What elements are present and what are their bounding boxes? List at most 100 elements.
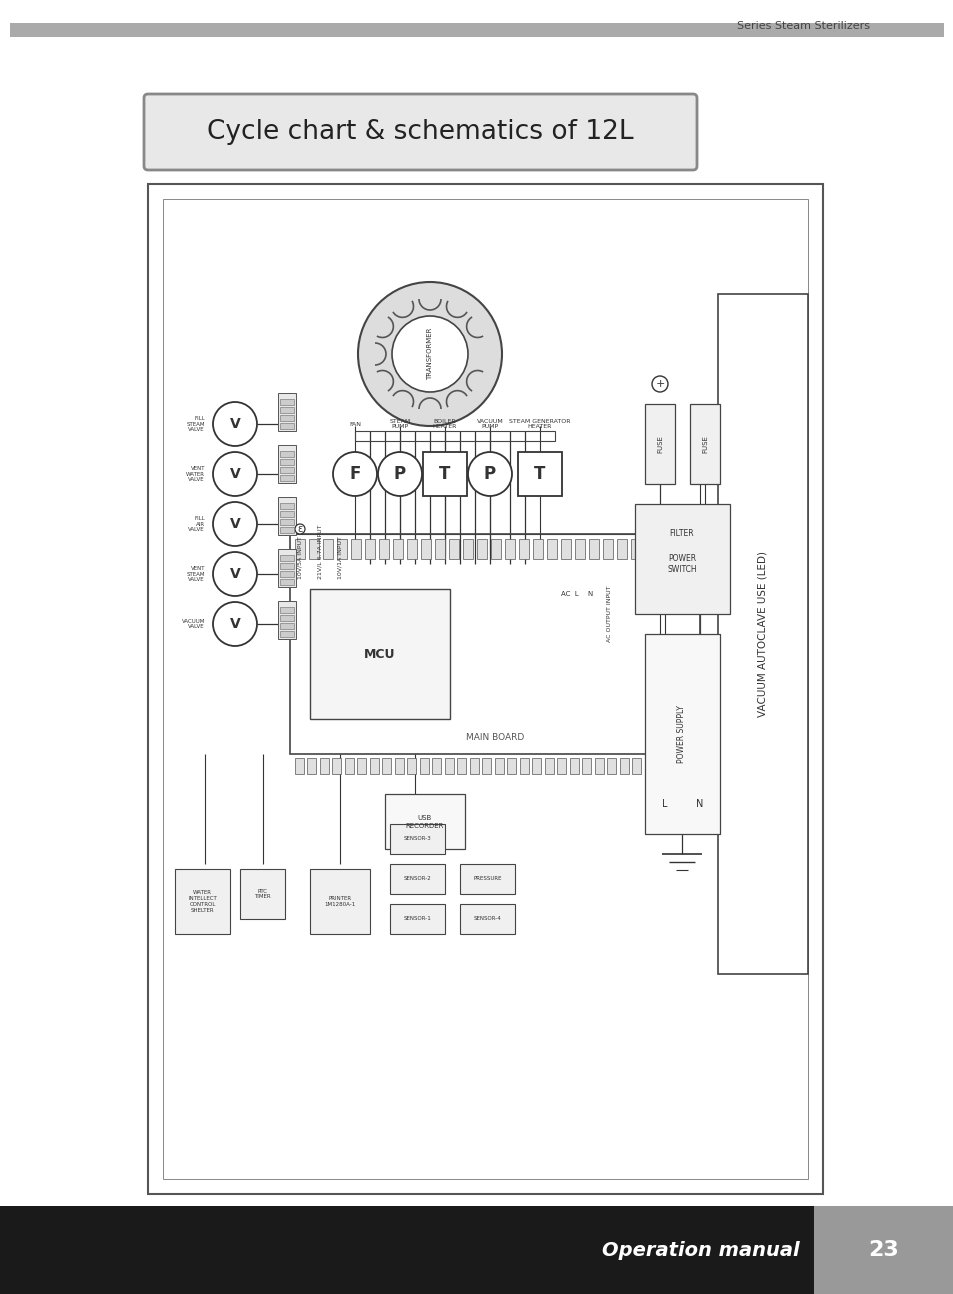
FancyBboxPatch shape [144,94,697,170]
Text: SENSOR-4: SENSOR-4 [473,916,501,921]
Text: VACUUM AUTOCLAVE USE (LED): VACUUM AUTOCLAVE USE (LED) [758,551,767,717]
Circle shape [213,452,256,496]
Text: FILTER: FILTER [669,529,694,538]
Bar [336,540,347,559]
Text: VACUUM
VALVE: VACUUM VALVE [181,619,205,629]
Text: N: N [587,591,592,597]
Text: FUSE: FUSE [657,435,662,453]
Bar [644,758,654,774]
Bar [507,758,516,774]
Bar [422,452,467,496]
Bar [280,578,294,585]
Bar [382,758,391,774]
Bar [280,503,294,509]
Circle shape [357,282,501,426]
Bar [280,519,294,525]
Bar [365,540,375,559]
Circle shape [213,602,256,646]
Text: V: V [230,467,240,481]
Bar [240,870,285,919]
Bar [482,758,491,774]
Text: T: T [438,465,450,483]
Text: 10V/5A INPUT: 10V/5A INPUT [297,536,302,578]
Bar [639,554,649,575]
Text: USB
RECORDER: USB RECORDER [405,815,444,828]
Bar [319,758,329,774]
Bar [277,600,295,639]
Text: PRINTER
1M1280A-1: PRINTER 1M1280A-1 [324,897,355,907]
Bar [174,870,230,934]
Bar [557,758,566,774]
Bar [588,540,598,559]
Text: FAN: FAN [349,422,360,427]
Text: FILL
STEAM
VALVE: FILL STEAM VALVE [186,415,205,432]
Bar [517,452,561,496]
Bar [544,758,554,774]
Bar [378,540,389,559]
Text: FUSE: FUSE [701,435,707,453]
Bar [546,540,557,559]
Text: PRESSURE: PRESSURE [473,876,501,881]
Circle shape [333,452,376,496]
Text: SENSOR-2: SENSOR-2 [403,876,431,881]
Bar [582,758,591,774]
Text: V: V [230,617,240,631]
Bar [307,758,316,774]
Bar [560,540,571,559]
Text: MAIN BOARD: MAIN BOARD [465,732,523,741]
Bar [290,534,700,754]
Bar [10,23,943,38]
Text: VACUUM
PUMP: VACUUM PUMP [476,418,503,430]
Bar [280,622,294,629]
Bar [519,758,529,774]
Bar [718,294,807,974]
Bar [432,758,441,774]
Bar [630,540,640,559]
Bar [370,758,378,774]
Circle shape [377,452,421,496]
Bar [351,540,360,559]
Text: V: V [230,518,240,531]
Bar [393,540,402,559]
Circle shape [294,524,305,534]
Circle shape [213,402,256,446]
Circle shape [468,452,512,496]
Bar [681,758,691,774]
Bar [657,758,666,774]
Bar [420,540,431,559]
Bar [280,475,294,481]
Bar [617,540,626,559]
Text: BOILER
HEATER: BOILER HEATER [433,418,456,430]
Bar [689,404,720,484]
Bar [0,1206,953,1294]
Bar [277,393,295,431]
Bar [280,607,294,613]
Bar [435,540,444,559]
Bar [385,795,464,849]
Bar [444,758,454,774]
Bar [575,540,584,559]
Bar [280,408,294,413]
Bar [280,459,294,465]
Bar [676,554,685,575]
Bar [355,431,555,441]
Text: MCU: MCU [364,647,395,660]
Text: 10V/1A INPUT: 10V/1A INPUT [337,536,342,578]
Bar [663,554,673,575]
Bar [659,540,668,559]
Bar [569,758,578,774]
Bar [323,540,333,559]
Bar [457,758,466,774]
Circle shape [213,553,256,597]
Bar [345,758,354,774]
Bar [407,758,416,774]
Text: F: F [349,465,360,483]
Bar [644,540,655,559]
Text: V: V [230,567,240,581]
Bar [280,415,294,421]
Bar [470,758,478,774]
Bar [280,399,294,405]
Bar [280,423,294,430]
Bar [607,758,616,774]
Text: SENSOR-3: SENSOR-3 [403,836,431,841]
